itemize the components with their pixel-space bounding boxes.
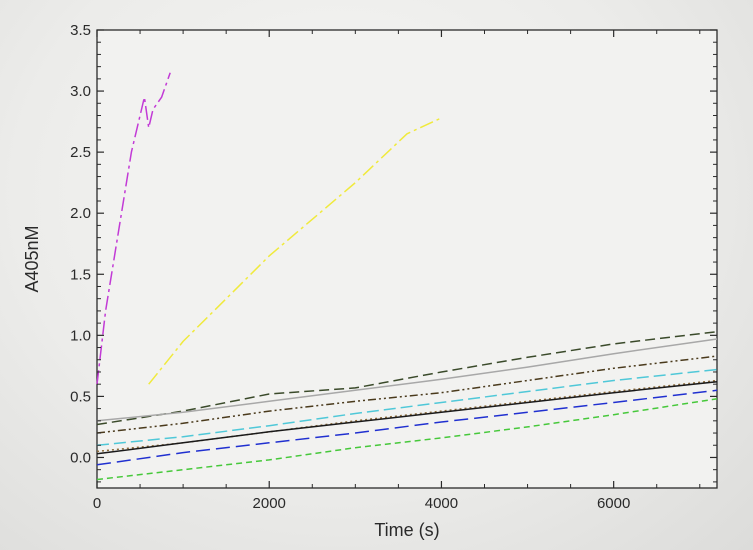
plot-frame — [96, 29, 718, 489]
y-axis-label: A405nM — [22, 225, 42, 292]
series-line-5 — [96, 355, 718, 434]
y-tick-label: 0.5 — [70, 388, 91, 405]
series-line-2 — [148, 117, 442, 385]
y-axis-ticks: 0.0 0.5 1.0 1.5 2.0 2.5 3.0 3.5 — [70, 22, 717, 483]
x-axis-ticks: 0 2000 4000 6000 — [93, 30, 701, 512]
series-line-3 — [96, 330, 718, 426]
series-layer — [96, 72, 718, 481]
series-line-10 — [96, 398, 718, 481]
x-tick-label: 6000 — [597, 495, 630, 512]
x-tick-label: 2000 — [253, 495, 286, 512]
series-line-4 — [96, 338, 718, 422]
y-tick-label: 1.5 — [70, 266, 91, 283]
y-tick-label: 0.0 — [70, 449, 91, 466]
series-line-1 — [96, 72, 171, 385]
x-tick-label: 4000 — [425, 495, 458, 512]
x-axis-label: Time (s) — [374, 520, 439, 540]
y-tick-label: 2.0 — [70, 205, 91, 222]
series-line-9 — [96, 389, 718, 466]
series-line-8 — [96, 380, 718, 455]
y-tick-label: 2.5 — [70, 144, 91, 161]
y-tick-label: 3.5 — [70, 22, 91, 39]
y-tick-label: 1.0 — [70, 327, 91, 344]
y-tick-label: 3.0 — [70, 83, 91, 100]
x-tick-label: 0 — [93, 495, 101, 512]
